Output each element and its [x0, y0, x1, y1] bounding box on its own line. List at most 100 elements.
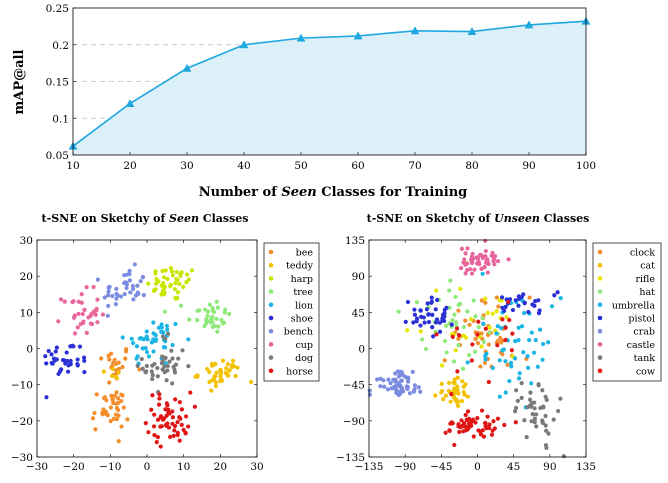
scatter-point-bench [131, 297, 136, 302]
scatter-point-castle [464, 267, 470, 273]
scatter-point-cup [79, 292, 84, 297]
scatter-point-tank [519, 395, 524, 400]
scatter-point-castle [495, 259, 501, 264]
seen-title-part-1: t-SNE on Sketchy of [42, 212, 169, 225]
scatter-point-bench [138, 279, 143, 284]
scatter-point-teddy [210, 377, 215, 383]
scatter-point-cow [465, 409, 471, 414]
legend-label-clock: clock [630, 248, 655, 259]
scatter-point-bench [110, 293, 115, 299]
legend-label-pistol: pistol [628, 314, 655, 325]
y-tick-label: 45 [352, 307, 365, 319]
scatter-point-bench [133, 293, 139, 298]
scatter-point-rifle [418, 329, 423, 334]
scatter-point-teddy [225, 362, 230, 367]
scatter-point-cup [79, 300, 84, 305]
scatter-point-castle [463, 262, 468, 267]
scatter-point-umbrella [507, 379, 512, 384]
scatter-point-hat [487, 330, 492, 335]
scatter-point-cow [473, 420, 478, 425]
scatter-point-horse [154, 440, 159, 445]
x-tick-label: 10 [66, 160, 79, 172]
scatter-point-hat [481, 339, 486, 345]
scatter-point-teddy [219, 377, 224, 382]
x-tick-label: 20 [123, 160, 136, 172]
scatter-point-bench [127, 268, 132, 273]
legend-label-lion: lion [295, 300, 313, 311]
x-tick-label: 10 [177, 461, 190, 473]
scatter-point-teddy [205, 366, 210, 372]
scatter-point-crab [386, 377, 391, 382]
scatter-point-tank [514, 388, 519, 393]
unseen-title-part-2: Unseen [494, 212, 540, 225]
scatter-point-cow [478, 429, 483, 434]
x-tick-label: 90 [543, 461, 556, 473]
scatter-point-shoe [63, 361, 68, 366]
scatter-point-tank [527, 397, 533, 402]
scatter-point-dog [150, 373, 155, 378]
scatter-point-crab [416, 385, 421, 390]
y-tick-label: −10 [11, 380, 33, 392]
scatter-point-clock [463, 318, 468, 323]
scatter-point-crab [396, 381, 401, 386]
scatter-point-bee [114, 416, 119, 422]
scatter-point-bench [140, 275, 145, 280]
scatter-point-teddy [109, 373, 115, 379]
scatter-point-cow [447, 428, 452, 433]
scatter-point-cow [485, 425, 490, 430]
scatter-point-cow [500, 317, 505, 322]
scatter-point-tank [544, 428, 549, 433]
data-point-marker [182, 63, 192, 72]
scatter-point-umbrella [509, 364, 514, 369]
scatter-point-pistol [422, 320, 427, 325]
scatter-point-lion [151, 349, 156, 354]
scatter-point-rifle [405, 328, 410, 333]
scatter-point-tank [515, 398, 520, 403]
scatter-point-cat [465, 394, 470, 399]
scatter-point-cup [95, 297, 100, 302]
scatter-point-lion [156, 325, 162, 330]
legend-label-hat: hat [639, 287, 655, 298]
scatter-point-tank [536, 383, 541, 388]
x-tick-label: −30 [26, 461, 48, 473]
scatter-point-teddy [101, 369, 106, 374]
scatter-point-bench [141, 293, 146, 298]
legend-box [592, 242, 662, 382]
scatter-point-bee [119, 424, 124, 429]
scatter-point-tank [528, 403, 534, 408]
scatter-point-crab [378, 376, 383, 381]
scatter-point-harp [189, 268, 195, 273]
scatter-point-lion [144, 349, 150, 355]
scatter-point-castle [469, 271, 475, 276]
scatter-point-shoe [70, 343, 75, 348]
scatter-point-cow [486, 379, 491, 385]
scatter-point-pistol [552, 293, 557, 298]
scatter-point-lion [153, 333, 158, 338]
scatter-point-cow [465, 417, 470, 423]
scatter-point-bee [102, 395, 107, 400]
scatter-point-horse [175, 420, 180, 425]
scatter-point-harp [156, 279, 161, 284]
scatter-point-dog [139, 356, 144, 362]
legend-label-bee: bee [296, 248, 314, 259]
scatter-point-cup [89, 311, 94, 316]
scatter-point-tree [215, 329, 220, 334]
scatter-point-pistol [500, 305, 505, 310]
scatter-point-hat [442, 338, 448, 344]
scatter-point-horse [155, 435, 160, 440]
scatter-point-umbrella [533, 338, 538, 343]
scatter-point-cow [449, 391, 454, 397]
scatter-point-horse [143, 421, 148, 426]
x-tick-label: 70 [408, 160, 421, 172]
scatter-point-tree [195, 318, 200, 323]
legend-label-dog: dog [295, 353, 313, 364]
scatter-point-tree [222, 310, 227, 315]
scatter-point-harp [168, 284, 173, 289]
scatter-point-umbrella [529, 330, 534, 335]
scatter-point-hat [452, 312, 457, 317]
scatter-point-bee [111, 360, 116, 365]
x-tick-label: −135 [355, 461, 384, 473]
scatter-point-teddy [220, 358, 226, 363]
scatter-point-tree [210, 308, 215, 313]
scatter-point-horse [168, 434, 173, 439]
